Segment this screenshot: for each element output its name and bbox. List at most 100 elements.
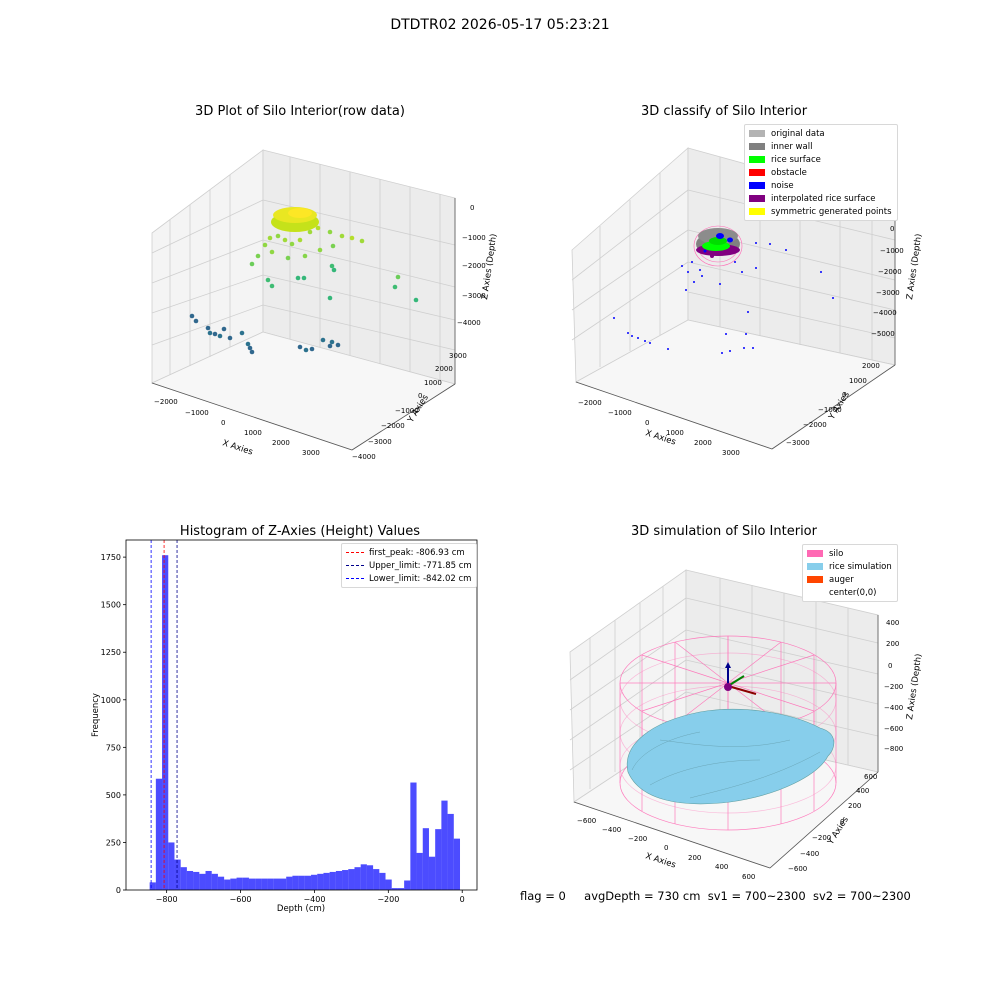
- panel1-z-tick: −3000: [462, 292, 486, 300]
- panel2-noise-points: [613, 242, 834, 354]
- histogram-bar: [155, 778, 163, 890]
- panel1-y-tick: −3000: [368, 438, 392, 446]
- panel1-x-tick: 1000: [244, 429, 262, 437]
- avg-depth-text: avgDepth = 730 cm: [584, 889, 701, 903]
- panel4-z-tick: −600: [884, 725, 903, 733]
- panel1-axes-box: [150, 149, 456, 451]
- panel2-x-tick: 3000: [722, 449, 740, 457]
- legend-item-inner-wall: inner wall: [749, 140, 893, 153]
- panel2-x-tick: −1000: [608, 409, 632, 417]
- histogram-bar: [317, 873, 324, 890]
- legend-item-upper-limit: Upper_limit: -771.85 cm: [346, 559, 472, 572]
- panel2-x-tick: 0: [645, 419, 649, 427]
- histogram-bar: [242, 877, 249, 890]
- panel2-y-tick: 1000: [849, 377, 867, 385]
- histogram-y-tick-label: 1250: [101, 648, 121, 657]
- histogram-bar: [211, 873, 218, 890]
- legend-item-rice-simulation: rice simulation: [807, 560, 893, 573]
- histogram-bar: [441, 800, 448, 890]
- panel2-z-tick: −5000: [871, 330, 895, 338]
- histogram-bar: [279, 878, 287, 890]
- panel1-rice-cluster: [271, 207, 319, 232]
- legend-swatch: [749, 156, 765, 163]
- panel1-x-tick: 0: [221, 419, 225, 427]
- histogram-bar: [230, 878, 237, 890]
- histogram-bar: [286, 876, 293, 890]
- histogram-bar: [180, 867, 187, 890]
- panel4-z-tick: 400: [886, 619, 899, 627]
- panel4-x-label: X Axies: [644, 851, 677, 870]
- histogram-bar: [391, 888, 398, 890]
- panel1-y-tick: 2000: [435, 365, 453, 373]
- histogram-bar: [168, 842, 175, 890]
- panel1-x-tick: −1000: [185, 409, 209, 417]
- histogram-bar: [186, 870, 194, 890]
- panel1-y-tick: −2000: [381, 422, 405, 430]
- panel4-x-tick: −200: [628, 835, 647, 843]
- legend-swatch: [749, 195, 765, 202]
- panel2-x-tick: −2000: [578, 399, 602, 407]
- panel4-z-tick: −200: [884, 683, 903, 691]
- histogram-bar: [304, 875, 312, 890]
- legend-item-rice-surface: rice surface: [749, 153, 893, 166]
- histogram-bar: [428, 856, 436, 890]
- histogram-bar: [404, 880, 411, 890]
- histogram-bar: [373, 869, 380, 890]
- legend-item-first-peak: first_peak: -806.93 cm: [346, 546, 472, 559]
- sv1-text: sv1 = 700~2300: [707, 889, 806, 903]
- histogram-x-label: Depth (cm): [277, 904, 325, 914]
- panel4-z-tick: 0: [888, 662, 892, 670]
- panel4-x-tick: 400: [715, 863, 728, 871]
- histogram-bar: [292, 875, 299, 890]
- panel4-z-tick: −400: [884, 704, 903, 712]
- flag-text: flag = 0: [520, 889, 566, 903]
- panel2-z-tick: 0: [890, 225, 894, 233]
- histogram-bar: [174, 859, 181, 890]
- histogram-x-tick-label: −600: [230, 895, 252, 904]
- histogram-x-tick-label: −800: [156, 895, 178, 904]
- panel4-y-tick: 0: [840, 818, 844, 826]
- histogram-bar: [329, 871, 336, 890]
- histogram-bar: [199, 873, 206, 890]
- panel2-title: 3D classify of Silo Interior: [640, 104, 808, 119]
- panel4-z-tick: 200: [886, 640, 899, 648]
- histogram-x-tick-label: −400: [303, 895, 325, 904]
- panel2-tick-labels: −2000 −1000 0 1000 2000 3000 −3000 −2000…: [578, 225, 904, 457]
- panel2-z-tick: −4000: [873, 309, 897, 317]
- histogram-bar: [298, 875, 305, 890]
- histogram-bar: [447, 813, 454, 890]
- panel1-y-tick: −1000: [395, 407, 419, 415]
- panel4-legend: silo rice simulation auger center(0,0): [802, 544, 898, 602]
- histogram-bar: [255, 878, 262, 890]
- legend-swatch: [749, 143, 765, 150]
- histogram-bar: [348, 869, 355, 890]
- legend-item-original-data: original data: [749, 127, 893, 140]
- histogram-bar: [224, 879, 231, 890]
- panel1-x-tick: −2000: [154, 398, 178, 406]
- legend-swatch: [807, 550, 823, 557]
- legend-item-silo: silo: [807, 547, 893, 560]
- histogram-bar: [193, 871, 200, 890]
- legend-swatch: [807, 563, 823, 570]
- sv2-text: sv2 = 700~2300: [812, 889, 911, 903]
- legend-swatch: [749, 130, 765, 137]
- histogram-bar: [311, 874, 318, 890]
- histogram-bar: [162, 555, 169, 890]
- panel4-x-tick: 0: [664, 844, 668, 852]
- histogram-bar: [236, 877, 243, 890]
- histogram-bar: [453, 838, 461, 890]
- panel4-x-tick: 200: [688, 854, 701, 862]
- histogram-y-tick-label: 1500: [101, 601, 121, 610]
- panel4-y-tick: −200: [812, 834, 831, 842]
- panel2-y-tick: 2000: [862, 362, 880, 370]
- panel1-y-tick: 3000: [449, 352, 467, 360]
- histogram-bar: [397, 888, 405, 890]
- histogram-bar: [149, 882, 156, 890]
- panel2-y-tick: 0: [842, 391, 846, 399]
- figure-title: DTDTR02 2026-05-17 05:23:21: [390, 17, 610, 33]
- histogram-bar: [435, 829, 442, 890]
- panel1-y-tick: 0: [418, 392, 422, 400]
- legend-item-obstacle: obstacle: [749, 166, 893, 179]
